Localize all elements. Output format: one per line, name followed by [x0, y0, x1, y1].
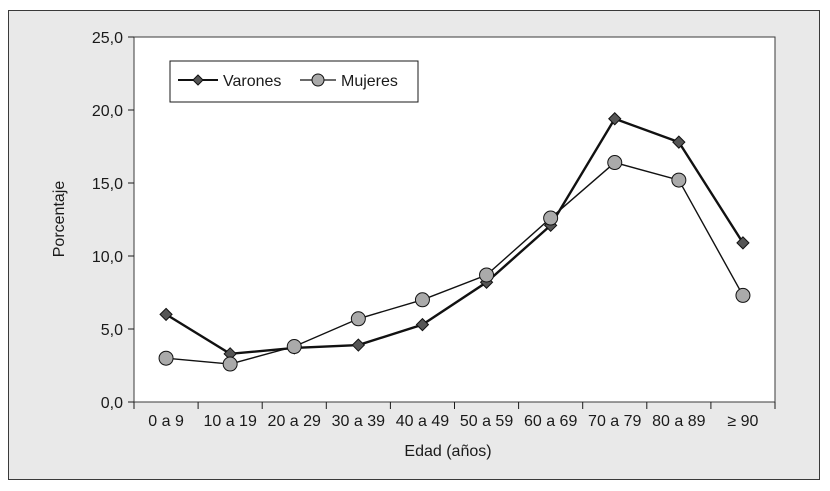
- legend-marker-circle: [311, 73, 325, 87]
- data-point-circle: [735, 287, 751, 303]
- data-point-diamond: [672, 135, 686, 149]
- data-point-circle: [414, 292, 430, 308]
- series-line: [165, 117, 744, 356]
- legend: Varones Mujeres: [169, 60, 419, 103]
- legend-marker-diamond: [192, 74, 204, 86]
- data-point-circle: [350, 311, 366, 327]
- y-tick-label: 10,0: [92, 249, 123, 266]
- data-point-diamond: [608, 112, 622, 126]
- series-layer: [158, 112, 751, 372]
- data-point-circle: [543, 210, 559, 226]
- legend-label: Mujeres: [341, 73, 398, 90]
- series-mujeres: [158, 155, 751, 372]
- x-tick-label: ≥ 90: [727, 413, 758, 430]
- y-tick-label: 25,0: [92, 30, 123, 47]
- axes: 0,0 5,0 10,0 15,0 20,0 25,0 0 a 9 10 a 19 20 a 2…: [92, 30, 776, 430]
- x-axis-title: Edad (años): [404, 443, 491, 460]
- x-tick-label: 10 a 19: [203, 413, 256, 430]
- x-tick-label: 80 a 89: [652, 413, 705, 430]
- series-line: [165, 161, 744, 365]
- data-point-circle: [671, 172, 687, 188]
- x-tick-label: 0 a 9: [148, 413, 184, 430]
- x-tick-label: 70 a 79: [588, 413, 641, 430]
- data-point-diamond: [415, 317, 430, 332]
- x-tick-label: 60 a 69: [524, 413, 577, 430]
- y-tick-label: 15,0: [92, 176, 123, 193]
- y-tick-label: 20,0: [92, 103, 123, 120]
- data-point-diamond: [159, 307, 173, 322]
- data-point-circle: [286, 339, 302, 355]
- data-point-circle: [158, 350, 174, 366]
- x-tick-label: 50 a 59: [460, 413, 513, 430]
- x-tick-label: 20 a 29: [268, 413, 321, 430]
- x-tick-label: 40 a 49: [396, 413, 449, 430]
- data-point-diamond: [736, 236, 750, 250]
- x-tick-label: 30 a 39: [332, 413, 385, 430]
- y-tick-label: 5,0: [101, 322, 123, 339]
- data-point-circle: [479, 267, 495, 283]
- data-point-circle: [222, 356, 238, 372]
- y-tick-label: 0,0: [101, 395, 123, 412]
- y-axis-title: Porcentaje: [51, 181, 68, 258]
- legend-box: [169, 60, 419, 103]
- legend-label: Varones: [223, 73, 281, 90]
- data-point-diamond: [351, 338, 366, 352]
- data-point-circle: [607, 155, 623, 171]
